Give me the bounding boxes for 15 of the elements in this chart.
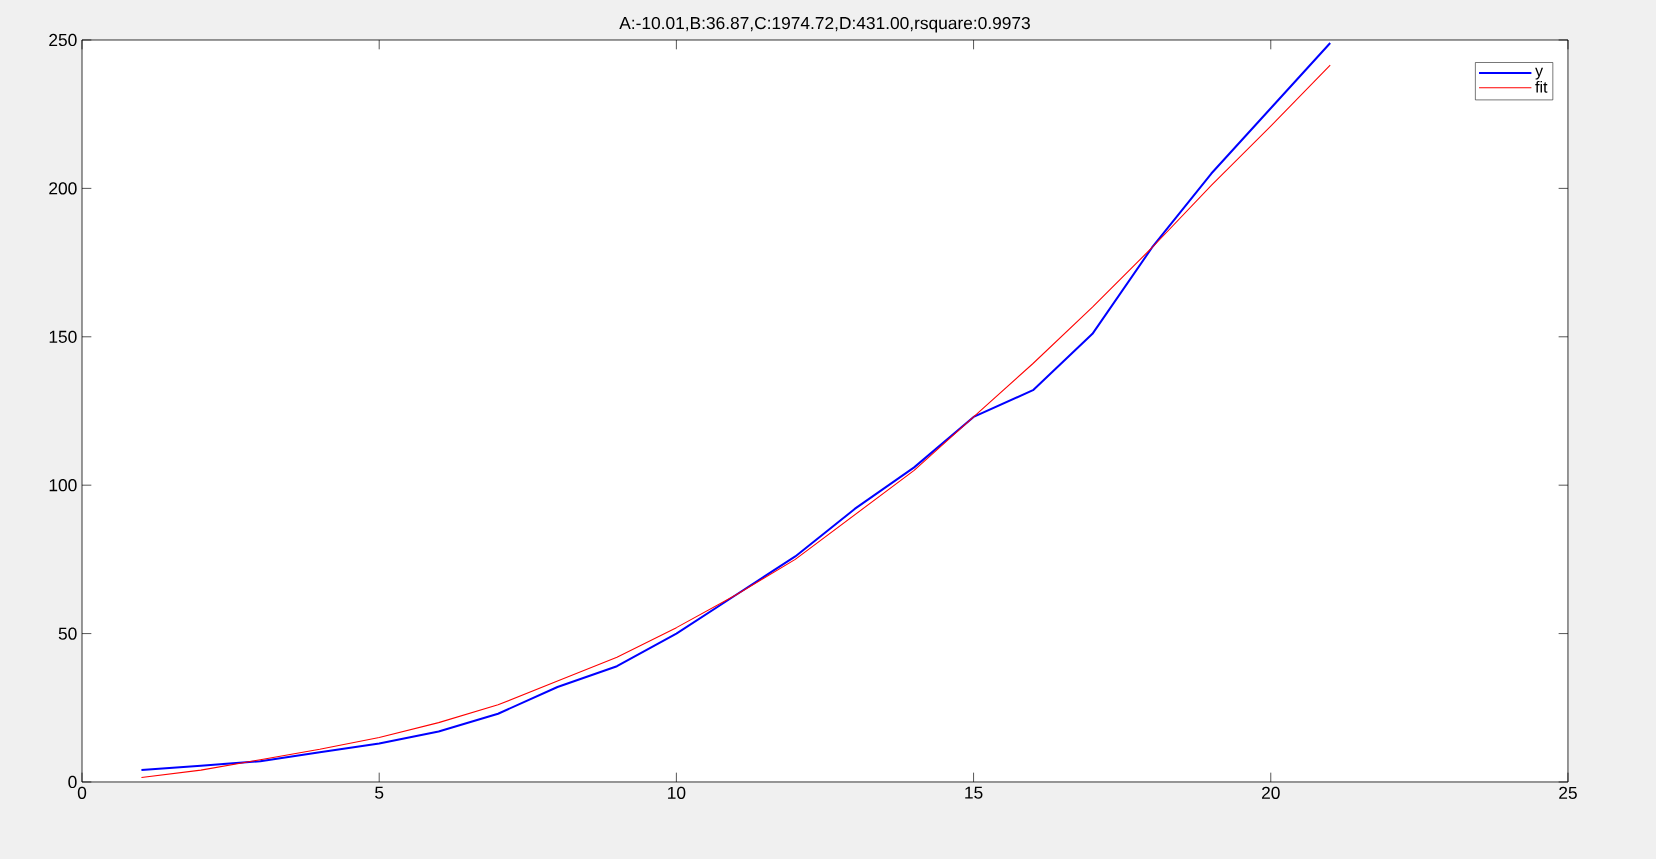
legend-label: fit <box>1535 80 1548 93</box>
y-tick-label: 100 <box>49 479 77 492</box>
y-tick-label: 200 <box>49 182 77 195</box>
x-tick-label: 25 <box>1559 786 1577 799</box>
x-tick-label: 10 <box>668 786 686 799</box>
y-tick-label: 0 <box>68 775 77 789</box>
legend-label: y <box>1535 67 1544 80</box>
y-tick-label: 250 <box>49 33 77 47</box>
x-tick-label: 0 <box>77 786 87 799</box>
chart-title: A:-10.01,B:36.87,C:1974.72,D:431.00,rsquare:0.9973 <box>619 16 1030 33</box>
x-tick-label: 5 <box>375 786 384 799</box>
y-tick-label: 150 <box>49 330 77 343</box>
x-tick-label: 20 <box>1262 786 1280 799</box>
x-tick-label: 15 <box>965 786 983 799</box>
y-tick-label: 50 <box>58 627 77 640</box>
